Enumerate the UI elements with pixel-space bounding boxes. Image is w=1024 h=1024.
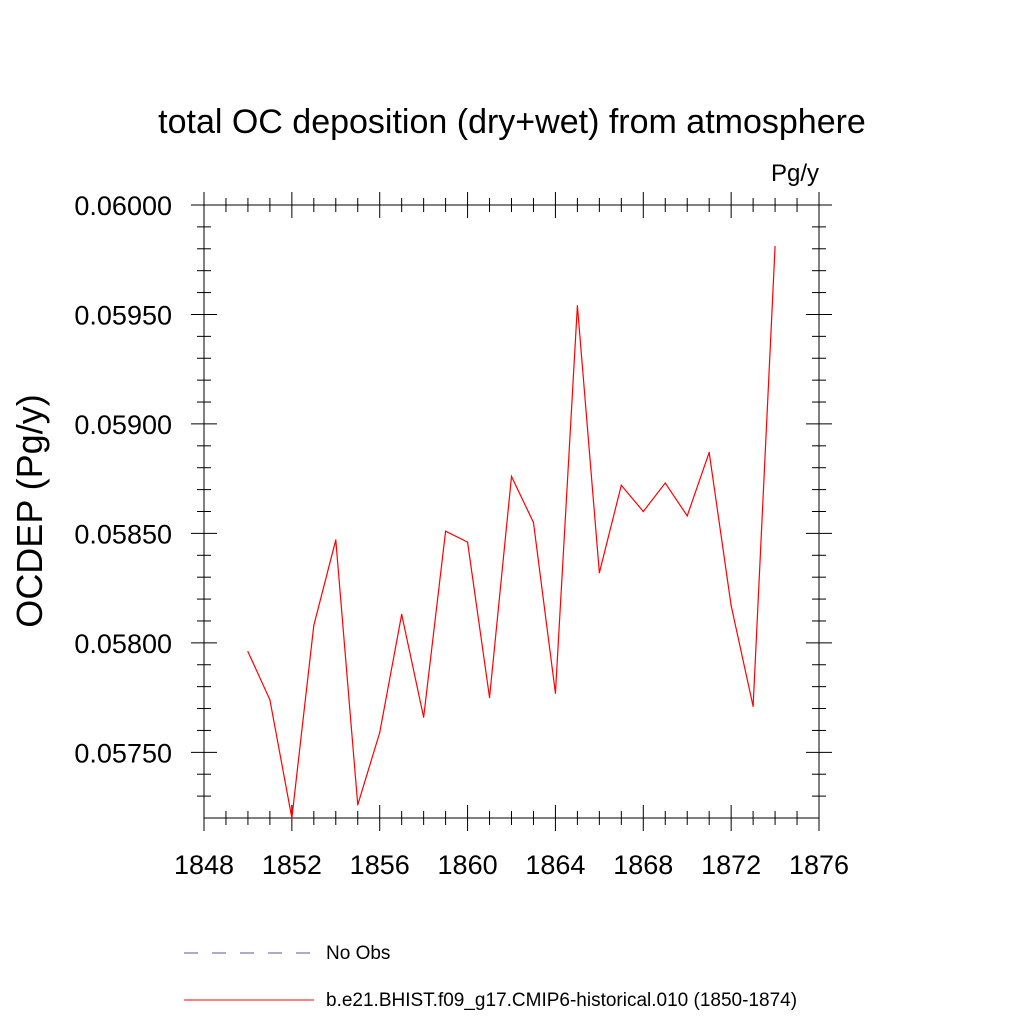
data-point [466, 541, 469, 543]
data-point [335, 539, 337, 541]
data-point [730, 605, 732, 607]
legend-model-label: b.e21.BHIST.f09_g17.CMIP6-historical.010… [326, 990, 797, 1011]
x-tick-label: 1868 [613, 850, 673, 880]
y-tick-label: 0.06000 [74, 191, 172, 221]
x-tick-label: 1872 [701, 850, 761, 880]
data-point [620, 484, 622, 486]
y-tick-label: 0.05800 [74, 629, 172, 659]
y-tick-label: 0.05900 [74, 410, 172, 440]
data-point [313, 624, 315, 626]
data-point [664, 482, 666, 484]
data-point [401, 613, 403, 615]
data-point [532, 521, 535, 524]
data-point [576, 305, 578, 307]
x-tick-label: 1848 [174, 850, 234, 880]
x-tick-label: 1876 [789, 850, 849, 880]
data-point [686, 515, 688, 517]
legend: No Obs b.e21.BHIST.f09_g17.CMIP6-histori… [184, 943, 797, 1011]
data-point [642, 510, 644, 513]
data-point [598, 572, 600, 574]
series-line-0 [247, 246, 776, 819]
x-tick-label: 1860 [438, 850, 498, 880]
x-tick-label: 1856 [350, 850, 410, 880]
plot-frame [203, 204, 820, 819]
data-point [269, 699, 271, 701]
data-point [247, 651, 249, 653]
x-tick-label: 1852 [262, 850, 322, 880]
legend-no-obs-label: No Obs [326, 943, 390, 964]
data-point [379, 732, 381, 734]
data-point [510, 475, 513, 478]
data-point [554, 692, 557, 694]
data-point [357, 804, 359, 806]
y-tick-label: 0.05750 [74, 738, 172, 768]
x-tick-label: 1864 [525, 850, 585, 880]
y-axis-label: OCDEP (Pg/y) [9, 394, 50, 627]
y-tick-label: 0.05950 [74, 300, 172, 330]
data-point [423, 716, 425, 718]
y-tick-label: 0.05850 [74, 519, 172, 549]
chart-title: total OC deposition (dry+wet) from atmos… [158, 103, 866, 141]
data-point [708, 451, 710, 453]
data-point [488, 696, 491, 699]
data-point [752, 705, 754, 707]
data-point [445, 530, 447, 532]
data-point [291, 817, 293, 819]
units-label: Pg/y [771, 160, 819, 187]
data-point [774, 245, 776, 248]
